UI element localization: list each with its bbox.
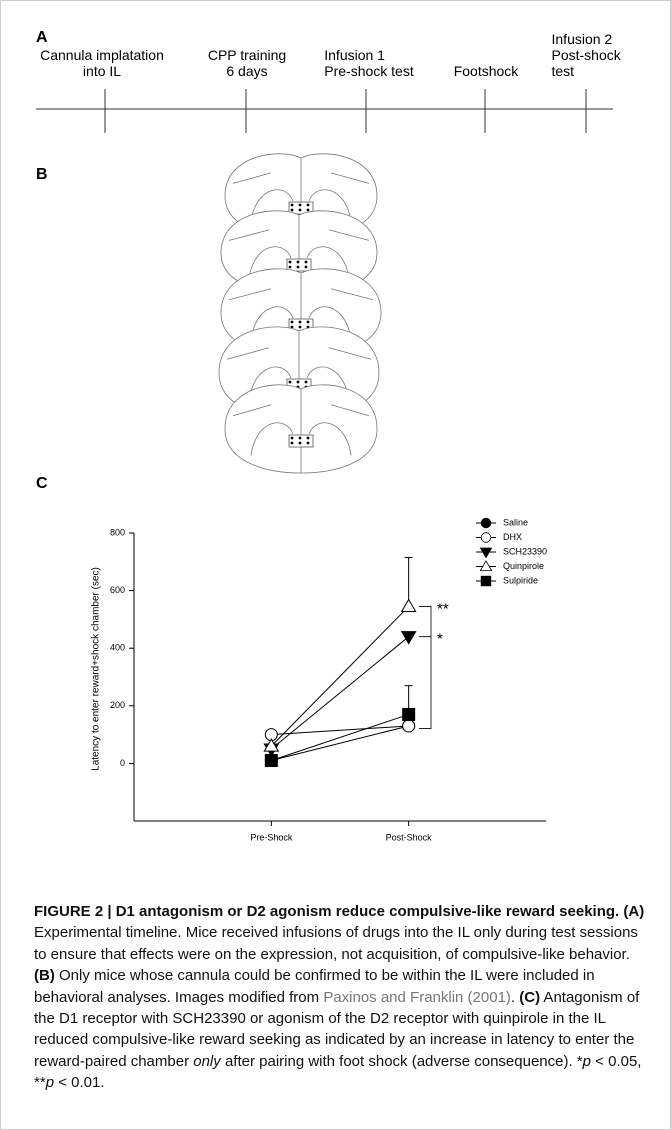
x-tick-label: Pre-Shock	[250, 832, 293, 842]
caption-text: p	[583, 1053, 591, 1070]
citation-link[interactable]: Paxinos and Franklin (2001)	[323, 989, 511, 1006]
caption-text: (B)	[34, 967, 55, 984]
legend-label: Saline	[503, 517, 528, 527]
cannula-dot	[307, 437, 310, 440]
point	[403, 720, 415, 732]
caption-text: (C)	[519, 989, 540, 1006]
point	[480, 561, 491, 571]
legend-label: Sulpiride	[503, 575, 538, 585]
cannula-dot	[291, 442, 294, 445]
point	[481, 576, 491, 586]
y-tick-label: 0	[120, 758, 125, 768]
point	[481, 518, 491, 528]
series-line	[271, 726, 408, 761]
cannula-dot	[297, 261, 300, 264]
y-tick-label: 400	[110, 643, 125, 653]
point	[403, 708, 415, 720]
caption-text: .	[511, 989, 519, 1006]
cannula-dot	[299, 437, 302, 440]
caption-text: (A)	[619, 903, 644, 920]
cannula-dot	[297, 381, 300, 384]
cannula-dot	[305, 261, 308, 264]
y-tick-label: 600	[110, 585, 125, 595]
bracket	[419, 606, 431, 728]
caption-text: p	[46, 1074, 54, 1091]
y-axis-label: Latency to enter reward+shock chamber (s…	[91, 567, 102, 771]
series-line	[271, 714, 408, 760]
legend-label: SCH23390	[503, 546, 547, 556]
point	[481, 533, 491, 543]
y-tick-label: 200	[110, 700, 125, 710]
cannula-dot	[291, 321, 294, 324]
graphics: 0 200 400 600 800 Pre-Shock Post-Shock Latency …	[1, 1, 670, 891]
point	[402, 599, 416, 611]
cannula-dot	[305, 381, 308, 384]
legend-label: DHX	[503, 532, 522, 542]
caption-text: after pairing with foot shock (adverse c…	[221, 1053, 583, 1070]
chart: 0 200 400 600 800 Pre-Shock Post-Shock Latency …	[91, 517, 547, 842]
cannula-dot	[291, 209, 294, 212]
cannula-dot	[299, 204, 302, 207]
annotation: *	[437, 631, 443, 648]
cannula-dot	[299, 209, 302, 212]
caption: FIGURE 2 | D1 antagonism or D2 agonism r…	[34, 901, 646, 1094]
cannula-dot	[305, 266, 308, 269]
cannula-dot	[289, 266, 292, 269]
cannula-dot	[307, 204, 310, 207]
cannula-dot	[299, 442, 302, 445]
cannula-dot	[299, 321, 302, 324]
series-line	[271, 606, 408, 746]
x-tick-label: Post-Shock	[386, 832, 433, 842]
brain-sections	[219, 154, 381, 473]
cannula-dot	[289, 261, 292, 264]
series-line	[271, 637, 408, 749]
cannula-dot	[307, 442, 310, 445]
caption-text: only	[193, 1053, 221, 1070]
cannula-dot	[307, 209, 310, 212]
point	[265, 755, 277, 767]
brain-section	[225, 385, 377, 473]
y-tick-label: 800	[110, 527, 125, 537]
figure: A B C Cannula implatation into IL CPP tr…	[0, 0, 671, 1130]
legend-label: Quinpirole	[503, 561, 544, 571]
caption-text: < 0.01.	[54, 1074, 104, 1091]
caption-text: Experimental timeline. Mice received inf…	[34, 924, 638, 962]
timeline	[36, 89, 613, 133]
cannula-dot	[297, 266, 300, 269]
cannula-dot	[299, 326, 302, 329]
cannula-dot	[307, 321, 310, 324]
series-line	[271, 726, 408, 735]
point	[480, 548, 491, 558]
cannula-dot	[289, 381, 292, 384]
cannula-dot	[291, 437, 294, 440]
cannula-dot	[291, 204, 294, 207]
annotation: **	[437, 600, 449, 617]
point	[402, 632, 416, 644]
caption-title: FIGURE 2 | D1 antagonism or D2 agonism r…	[34, 903, 619, 920]
